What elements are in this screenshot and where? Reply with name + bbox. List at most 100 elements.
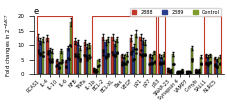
Point [122,62,125,64]
Point [180,71,183,73]
Point [120,63,123,65]
Point [91,70,95,71]
Point [143,55,147,56]
Point [94,71,98,72]
Bar [79,48,81,74]
Point [57,67,61,69]
Point [203,62,207,64]
Point [212,64,216,66]
Point [159,63,162,65]
Bar [39,41,42,74]
Point [217,63,220,65]
Bar [113,44,116,74]
Point [64,65,68,67]
Bar [60,51,62,74]
Point [168,71,172,73]
Bar [157,55,160,74]
Bar [129,38,132,74]
Point [207,62,211,64]
Point [199,63,202,65]
Point [59,62,63,63]
Bar [199,57,201,74]
Point [115,51,118,53]
Point [149,63,153,65]
Point [129,52,133,53]
Bar [206,57,208,74]
Point [179,71,183,73]
Point [161,60,165,62]
Point [50,61,54,63]
Point [106,53,109,55]
Bar [194,70,197,74]
Point [138,54,142,55]
Point [46,53,49,55]
Point [185,72,188,74]
Point [150,62,153,64]
Bar [141,41,143,74]
Bar [42,39,44,74]
Point [67,58,70,60]
Bar [132,47,134,74]
Point [74,55,77,57]
Point [131,59,135,61]
Point [59,61,63,63]
Point [166,70,170,72]
Bar [171,54,173,74]
Point [96,65,100,67]
Point [157,62,160,63]
Point [198,63,202,65]
Bar [190,48,192,74]
Point [157,62,161,63]
Point [96,65,100,66]
Bar [217,57,220,74]
Point [73,53,77,55]
Bar [116,39,118,74]
Bar [104,42,106,74]
Point [140,56,144,57]
Point [47,58,51,60]
Point [161,62,165,64]
Point [125,61,128,63]
Point [196,71,200,72]
Point [92,70,95,72]
Bar [46,38,48,74]
Bar [88,45,90,74]
Point [119,64,123,65]
Bar [69,22,72,74]
Point [143,54,146,55]
Point [171,63,175,64]
Point [187,72,191,73]
Point [194,71,197,72]
Point [175,72,179,73]
Point [122,63,125,65]
Bar [83,42,86,74]
Bar [65,61,67,74]
Point [177,72,181,73]
Point [101,49,104,51]
Point [159,63,163,64]
Point [50,60,54,62]
Point [106,56,110,57]
Point [129,54,133,55]
Bar [197,70,199,74]
Point [60,59,63,61]
Bar [167,68,169,74]
Point [110,52,114,53]
Point [124,60,128,62]
Bar [95,70,97,74]
Point [131,58,135,60]
Point [110,53,114,55]
Point [77,60,81,62]
Point [84,56,88,57]
Point [168,71,172,72]
Bar [51,51,53,74]
Point [85,57,89,58]
Point [193,71,197,73]
Point [217,63,220,65]
Point [87,56,91,57]
Bar [48,50,51,74]
Point [78,58,81,60]
Point [54,65,58,66]
Bar [215,60,217,74]
Point [67,58,70,60]
